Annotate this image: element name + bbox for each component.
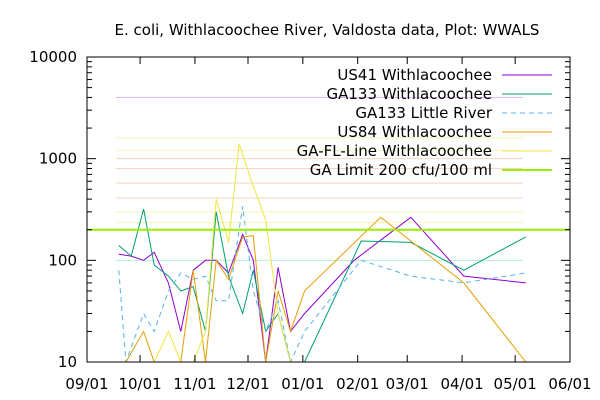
series-line-3 bbox=[118, 206, 526, 362]
series-layer bbox=[87, 143, 570, 362]
legend-label: GA133 Little River bbox=[355, 104, 492, 122]
series-group bbox=[87, 143, 570, 362]
x-tick-label: 01/01 bbox=[281, 375, 324, 393]
legend-label: GA133 Withlacoochee bbox=[326, 85, 492, 103]
x-tick-label: 10/01 bbox=[118, 375, 161, 393]
axes: 09/01 10/01 11/01 12/01 01/01 02/01 03/01 04/01… bbox=[29, 48, 591, 393]
x-tick-label: 03/01 bbox=[386, 375, 429, 393]
x-tick-label: 09/01 bbox=[65, 375, 108, 393]
x-tick-label: 12/01 bbox=[226, 375, 269, 393]
series-line-5 bbox=[143, 143, 291, 362]
x-tick-label: 11/01 bbox=[173, 375, 216, 393]
x-tick-label: 02/01 bbox=[336, 375, 379, 393]
legend-label: GA-FL-Line Withlacoochee bbox=[297, 142, 492, 160]
x-tick-label: 04/01 bbox=[440, 375, 483, 393]
legend-label: US84 Withlacoochee bbox=[337, 123, 492, 141]
plot-frame bbox=[86, 56, 571, 363]
y-tick-label: 1000 bbox=[39, 150, 77, 168]
legend-label: GA Limit 200 cfu/100 ml bbox=[310, 161, 492, 179]
series-line-4 bbox=[125, 216, 527, 362]
y-tick-label: 10 bbox=[58, 353, 77, 371]
legend-label: US41 Withlacoochee bbox=[337, 66, 492, 84]
series-line-2 bbox=[118, 208, 527, 362]
y-tick-label: 100 bbox=[48, 251, 77, 269]
y-tick-label: 10000 bbox=[29, 48, 77, 66]
x-tick-label: 05/01 bbox=[494, 375, 537, 393]
x-tick-label: 06/01 bbox=[548, 375, 591, 393]
reference-lines bbox=[116, 96, 523, 261]
chart-title: E. coli, Withlacoochee River, Valdosta d… bbox=[115, 21, 540, 39]
